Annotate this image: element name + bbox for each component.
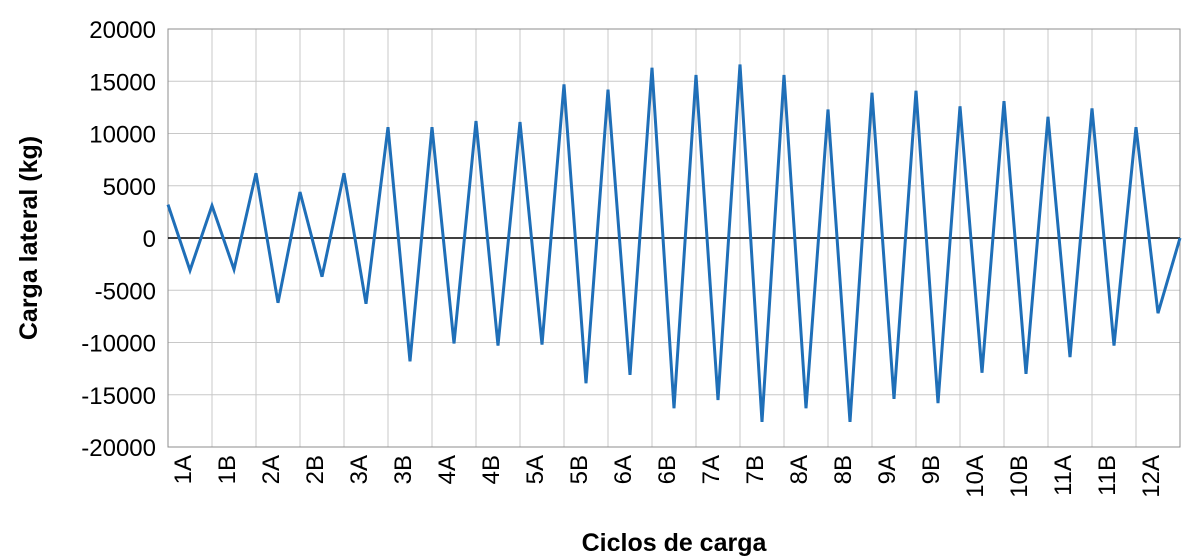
x-tick-label: 6B (654, 455, 681, 484)
x-tick-label: 5A (522, 455, 549, 484)
y-tick-label: -10000 (81, 331, 156, 358)
x-tick-label: 4B (478, 455, 505, 484)
x-tick-label: 12A (1138, 455, 1165, 498)
x-tick-label: 7A (698, 455, 725, 484)
x-tick-label: 11A (1050, 455, 1077, 496)
x-tick-label: 2A (258, 455, 285, 484)
x-tick-label: 10A (962, 455, 989, 498)
y-axis-tick-labels: 20000 15000 10000 5000 0 -5000 -10000 -15000 -20… (81, 17, 156, 462)
x-tick-label: 1A (170, 455, 197, 484)
x-axis-tick-labels: 1A 1B 2A 2B 3A 3B 4A 4B 5A 5B 6A 6B 7A 7B 8A 8B 9A 9B 10A 1… (170, 455, 1165, 498)
x-tick-label: 9A (874, 455, 901, 484)
y-axis-title: Carga lateral (kg) (15, 136, 43, 340)
x-tick-label: 4A (434, 455, 461, 484)
x-tick-label: 11B (1094, 455, 1121, 496)
x-tick-label: 9B (918, 455, 945, 484)
x-tick-label: 5B (566, 455, 593, 484)
x-tick-label: 1B (214, 455, 241, 484)
x-tick-label: 3A (346, 455, 373, 484)
x-tick-label: 6A (610, 455, 637, 484)
series-line (166, 64, 1182, 423)
y-tick-label: -20000 (81, 435, 156, 462)
y-tick-label: 0 (143, 226, 156, 253)
x-tick-label: 10B (1006, 455, 1033, 498)
x-tick-label: 8A (786, 455, 813, 484)
x-tick-label: 8B (830, 455, 857, 484)
x-axis-title: Ciclos de carga (582, 529, 768, 557)
y-tick-label: -15000 (81, 383, 156, 410)
x-tick-label: 3B (390, 455, 417, 484)
series-group (166, 64, 1182, 423)
y-tick-label: -5000 (95, 278, 156, 305)
x-tick-label: 2B (302, 455, 329, 484)
y-tick-label: 5000 (103, 174, 156, 201)
y-tick-label: 15000 (89, 69, 156, 96)
x-tick-label: 7B (742, 455, 769, 484)
y-tick-label: 10000 (89, 122, 156, 149)
y-tick-label: 20000 (89, 17, 156, 44)
